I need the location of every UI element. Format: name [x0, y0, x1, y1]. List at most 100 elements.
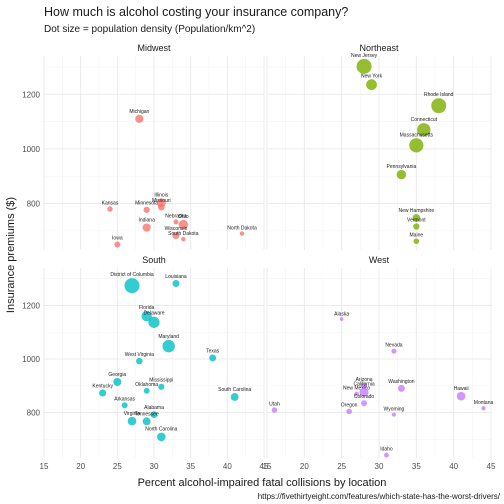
point-label-florida: Florida	[139, 305, 155, 311]
point-label-alaska: Alaska	[334, 311, 349, 317]
point-label-montana: Montana	[474, 400, 494, 406]
y-tick-label: 1200	[22, 301, 40, 310]
point-iowa	[114, 241, 121, 248]
point-washington	[397, 384, 405, 392]
point-label-oklahoma: Oklahoma	[135, 382, 158, 388]
point-label-wisconsin: Wisconsin	[165, 226, 188, 232]
point-label-maine: Maine	[410, 232, 424, 238]
x-tick-label: 40	[449, 462, 458, 471]
point-label-south-dakota: South Dakota	[168, 231, 199, 237]
point-florida	[141, 311, 152, 322]
point-label-rhode-island: Rhode Island	[424, 92, 454, 98]
point-arizona	[361, 382, 368, 390]
x-tick-label: 30	[150, 462, 159, 471]
point-label-minnesota: Minnesota	[135, 201, 158, 207]
point-california	[359, 387, 369, 397]
point-new-jersey	[356, 58, 372, 74]
point-label-indiana: Indiana	[138, 217, 155, 223]
x-tick-label: 40	[223, 462, 232, 471]
point-wisconsin	[172, 231, 180, 240]
point-label-michigan: Michigan	[129, 109, 149, 115]
point-kentucky	[99, 389, 107, 397]
point-label-south-carolina: South Carolina	[218, 387, 251, 393]
x-tick-label: 20	[76, 462, 85, 471]
point-label-virginia: Virginia	[124, 411, 141, 417]
point-label-idaho: Idaho	[380, 447, 393, 453]
point-montana	[481, 406, 486, 411]
point-south-carolina	[230, 393, 239, 401]
point-label-nevada: Nevada	[385, 343, 402, 349]
point-label-kansas: Kansas	[102, 200, 119, 206]
point-label-tennessee: Tennessee	[135, 411, 159, 417]
point-label-ohio: Ohio	[178, 214, 189, 220]
point-minnesota	[143, 206, 150, 213]
x-tick-label: 20	[300, 462, 309, 471]
point-label-new-jersey: New Jersey	[351, 53, 378, 59]
y-tick-label: 1000	[22, 145, 40, 154]
x-tick-label: 45	[487, 462, 496, 471]
point-massachusetts	[409, 138, 424, 153]
x-tick-label: 25	[113, 462, 122, 471]
facet-midwest: Midwest 800 1000 1200 Michigan Kansas Minnesot…	[22, 43, 265, 250]
facet-strip-label: Midwest	[137, 43, 171, 53]
point-oklahoma	[143, 387, 150, 394]
point-wyoming	[391, 412, 396, 417]
point-label-arkansas: Arkansas	[114, 396, 135, 402]
point-west-virginia	[136, 357, 143, 365]
facet-south: South 800 1000 1200 15 20 25 30 35 40 45 District o…	[22, 255, 269, 471]
point-label-missouri: Missouri	[152, 198, 171, 204]
point-label-pennsylvania: Pennsylvania	[387, 164, 417, 170]
point-alaska	[339, 317, 344, 321]
point-rhode-island	[431, 98, 447, 114]
point-label-oregon: Oregon	[341, 403, 358, 409]
x-tick-label: 15	[263, 462, 272, 471]
point-label-utah: Utah	[269, 401, 280, 407]
x-tick-label: 30	[375, 462, 384, 471]
point-label-wyoming: Wyoming	[384, 407, 405, 413]
point-indiana	[142, 223, 151, 232]
point-new-hampshire	[412, 214, 421, 222]
point-label-washington: Washington	[388, 379, 414, 385]
point-label-hawaii: Hawaii	[454, 386, 469, 392]
point-label-vermont: Vermont	[407, 217, 426, 223]
point-maryland	[162, 339, 175, 353]
point-label-new-mexico: New Mexico	[343, 386, 370, 392]
point-mississippi	[158, 383, 165, 390]
point-idaho	[384, 452, 389, 458]
point-label-georgia: Georgia	[108, 372, 126, 378]
y-axis-title: Insurance premiums ($)	[5, 197, 17, 313]
point-label-illinois: Illinois	[154, 192, 168, 198]
point-label-new-hampshire: New Hampshire	[399, 208, 435, 214]
facet-panels: Midwest 800 1000 1200 Michigan Kansas Minnesot…	[22, 43, 496, 471]
y-tick-label: 800	[27, 409, 41, 418]
point-vermont	[413, 223, 420, 230]
point-nevada	[391, 348, 397, 354]
point-new-mexico	[354, 391, 359, 397]
x-tick-label: 15	[40, 462, 49, 471]
point-south-dakota	[181, 236, 186, 242]
point-alabama	[150, 411, 158, 419]
point-label-district-of-columbia: District of Columbia	[110, 272, 154, 278]
point-louisiana	[172, 280, 180, 288]
x-tick-label: 25	[337, 462, 346, 471]
chart-subtitle: Dot size = population density (Populatio…	[44, 24, 255, 35]
point-connecticut	[417, 123, 431, 137]
point-label-alabama: Alabama	[144, 405, 164, 411]
x-axis-title: Percent alcohol-impaired fatal collision…	[138, 477, 387, 489]
chart-title: How much is alcohol costing your insuran…	[44, 5, 348, 19]
facet-strip-label: South	[142, 255, 166, 265]
point-label-west-virginia: West Virginia	[125, 352, 154, 358]
point-hawaii	[456, 391, 466, 401]
point-north-dakota	[239, 231, 245, 236]
point-label-maryland: Maryland	[158, 334, 179, 340]
point-nebraska	[173, 219, 179, 225]
source-caption: https://fivethirtyeight.com/features/whi…	[258, 492, 501, 501]
point-label-iowa: Iowa	[112, 236, 123, 242]
point-ohio	[178, 219, 189, 230]
point-colorado	[361, 400, 368, 407]
point-label-connecticut: Connecticut	[411, 117, 438, 123]
point-label-massachusetts: Massachusetts	[400, 132, 434, 138]
facet-strip-label: West	[369, 255, 390, 265]
